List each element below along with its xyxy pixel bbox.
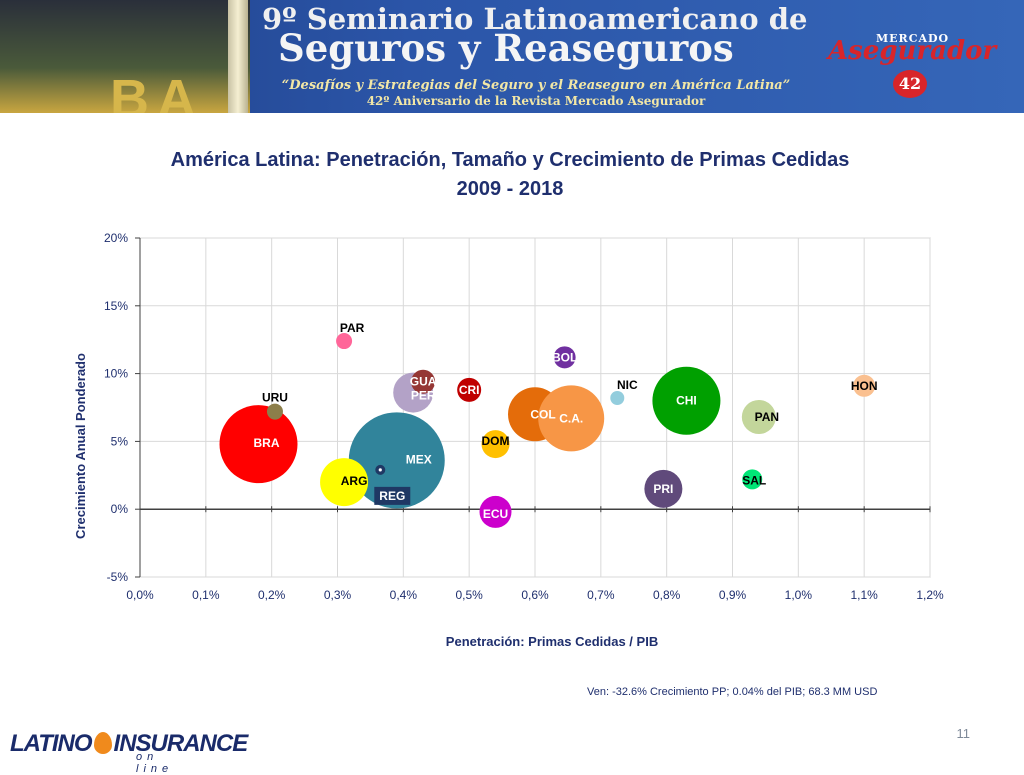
bubble-label-bra: BRA bbox=[254, 436, 280, 450]
bubble-label-pri: PRI bbox=[653, 482, 673, 496]
x-tick-label: 0,8% bbox=[653, 588, 681, 602]
bubble-mex bbox=[348, 412, 445, 509]
x-tick-label: 1,1% bbox=[850, 588, 878, 602]
bubble-uru bbox=[266, 403, 283, 420]
logo-tagline: on line bbox=[136, 751, 174, 775]
x-tick-label: 0,7% bbox=[587, 588, 615, 602]
y-tick-label: 5% bbox=[111, 434, 129, 448]
x-tick-label: 1,0% bbox=[785, 588, 813, 602]
bubble-label-mex: MEX bbox=[406, 452, 432, 466]
x-tick-label: 0,3% bbox=[324, 588, 352, 602]
x-tick-label: 1,2% bbox=[916, 588, 944, 602]
page-number: 11 bbox=[956, 726, 971, 741]
bubble-chi bbox=[652, 366, 721, 435]
bubble-label-cri: CRI bbox=[459, 383, 480, 397]
label-box-reg bbox=[374, 486, 411, 505]
buenos-aires-photo: BA bbox=[0, 0, 250, 113]
chart-axes: 0,0% 0,1% 0,2% 0,3% 0,4% 0,5% 0,6% 0,7% 0,8% 0,9%… bbox=[104, 231, 944, 602]
bubble-label-chi: CHI bbox=[676, 394, 697, 408]
bubble-par bbox=[336, 333, 353, 350]
y-axis-title: Crecimiento Anual Ponderado bbox=[73, 353, 88, 539]
bubble-label-uru: URU bbox=[262, 391, 288, 405]
bubble-label-reg: REG bbox=[379, 489, 405, 503]
slide-title: América Latina: Penetración, Tamaño y Cr… bbox=[60, 146, 960, 204]
x-tick-label: 0,0% bbox=[126, 588, 154, 602]
bubble-bol bbox=[553, 346, 576, 369]
bubble-label-ca: C.A. bbox=[559, 411, 583, 425]
bubble-ecu bbox=[479, 495, 512, 528]
logo-part1: LATINO bbox=[10, 730, 93, 757]
bubble-center-dot bbox=[378, 468, 382, 472]
y-tick-label: 15% bbox=[104, 299, 128, 313]
x-tick-label: 0,5% bbox=[455, 588, 483, 602]
slide-title-line2: 2009 - 2018 bbox=[456, 178, 564, 200]
y-tick-label: 20% bbox=[104, 231, 128, 245]
bubble-label-bol: BOL bbox=[552, 350, 577, 364]
x-tick-label: 0,4% bbox=[390, 588, 418, 602]
y-tick-label: 0% bbox=[111, 502, 129, 516]
bubble-sal bbox=[742, 469, 763, 490]
magazine-logo-top: MERCADO bbox=[876, 32, 950, 45]
bubble-bra bbox=[219, 405, 298, 484]
bubble-ca bbox=[538, 385, 605, 452]
bubble-label-nic: NIC bbox=[617, 378, 638, 392]
seminar-subtitle: “Desafíos y Estrategias del Seguro y el … bbox=[281, 78, 791, 93]
bubble-label-gua: GUA bbox=[410, 375, 437, 389]
x-tick-label: 0,6% bbox=[521, 588, 549, 602]
x-axis-title: Penetración: Primas Cedidas / PIB bbox=[446, 634, 658, 649]
bubble-nic bbox=[610, 391, 625, 406]
seminar-title-line2: Seguros y Reaseguros bbox=[278, 26, 734, 70]
latino-insurance-logo: LATINO INSURANCE on line bbox=[10, 728, 248, 775]
logo-wordmark: LATINO INSURANCE bbox=[10, 730, 249, 758]
y-tick-label: -5% bbox=[107, 570, 129, 584]
seminar-title-line1: 9º Seminario Latinoamericano de bbox=[262, 2, 808, 36]
chart-bubbles bbox=[219, 333, 876, 528]
x-tick-label: 0,2% bbox=[258, 588, 286, 602]
x-tick-label: 0,1% bbox=[192, 588, 220, 602]
x-tick-label: 0,9% bbox=[719, 588, 747, 602]
y-tick-label: 10% bbox=[104, 367, 128, 381]
bubble-pan bbox=[741, 399, 776, 434]
bubble-hon bbox=[853, 374, 876, 397]
bubble-label-dom: DOM bbox=[482, 434, 510, 448]
venezuela-note: Ven: -32.6% Crecimiento PP; 0.04% del PI… bbox=[587, 686, 878, 698]
bubble-label-ecu: ECU bbox=[483, 507, 508, 521]
bubble-label-arg: ARG bbox=[341, 474, 368, 488]
bubble-label-col: COL bbox=[530, 407, 555, 421]
magazine-logo-name: Asegurador bbox=[828, 36, 997, 66]
anniversary-badge: 42 bbox=[893, 70, 927, 98]
slide-title-line1: América Latina: Penetración, Tamaño y Cr… bbox=[170, 149, 850, 171]
bubble-cri bbox=[457, 377, 482, 402]
bubble-arg bbox=[320, 458, 369, 507]
bubble-label-par: PAR bbox=[340, 321, 365, 335]
logo-part2: INSURANCE bbox=[113, 730, 249, 757]
bubble-label-sal: SAL bbox=[742, 473, 766, 487]
bubble-label-hon: HON bbox=[851, 379, 878, 393]
bubble-dom bbox=[481, 430, 510, 459]
bubble-pri bbox=[644, 469, 683, 508]
header-banner: BA 9º Seminario Latinoamericano de Segur… bbox=[0, 0, 1024, 113]
bubble-label-pan: PAN bbox=[755, 410, 779, 424]
bubble-label-per: PER bbox=[411, 389, 436, 403]
chart-grid bbox=[139, 237, 931, 578]
logo-drop-icon bbox=[93, 732, 112, 754]
seminar-anniversary: 42º Aniversario de la Revista Mercado As… bbox=[366, 94, 706, 108]
obelisk-photo bbox=[228, 0, 248, 113]
city-letters: BA bbox=[110, 69, 204, 113]
bubble-gua bbox=[411, 369, 436, 394]
